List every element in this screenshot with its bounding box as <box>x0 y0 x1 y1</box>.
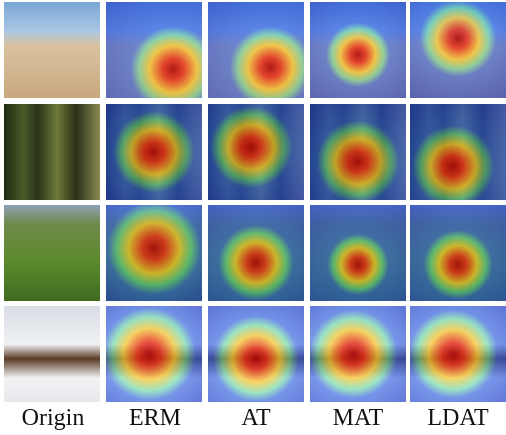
original-image <box>4 205 100 301</box>
heatmap-image <box>106 306 202 402</box>
heatmap-image <box>410 2 506 98</box>
heatmap-image <box>106 104 202 200</box>
column-label: Origin <box>21 405 85 431</box>
heatmap-image <box>208 205 304 301</box>
heatmap-image <box>106 2 202 98</box>
heatmap-image <box>208 2 304 98</box>
original-image <box>4 104 100 200</box>
heatmap-image <box>208 306 304 402</box>
original-image <box>4 2 100 98</box>
column-label: LDAT <box>427 405 489 431</box>
original-image <box>4 306 100 402</box>
heatmap-image <box>410 205 506 301</box>
heatmap-image <box>310 306 406 402</box>
heatmap-image <box>310 205 406 301</box>
heatmap-image <box>208 104 304 200</box>
heatmap-image <box>410 104 506 200</box>
heatmap-image <box>310 104 406 200</box>
heatmap-image <box>310 2 406 98</box>
column-label: ERM <box>128 405 181 431</box>
heatmap-image <box>410 306 506 402</box>
column-label: AT <box>241 405 271 431</box>
heatmap-image <box>106 205 202 301</box>
column-label: MAT <box>332 405 384 431</box>
